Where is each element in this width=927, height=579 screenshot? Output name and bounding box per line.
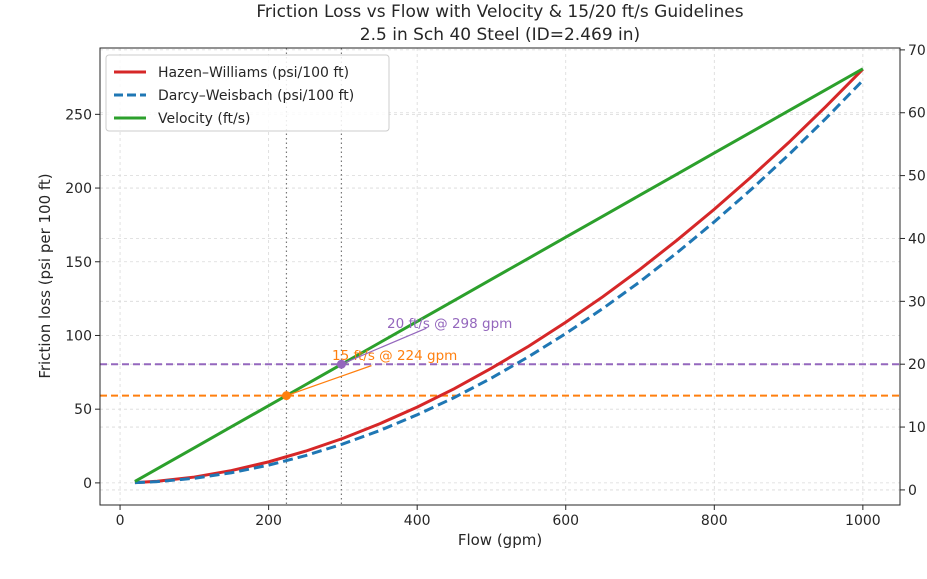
y2-tick-label: 50 — [908, 169, 926, 185]
x-tick-label: 200 — [255, 513, 282, 529]
y-tick-label: 200 — [65, 181, 92, 197]
x-tick-label: 600 — [552, 513, 579, 529]
y-axis-label: Friction loss (psi per 100 ft) — [36, 173, 54, 378]
guideline-marker — [281, 391, 291, 401]
y-tick-label: 100 — [65, 328, 92, 344]
chart-title: Friction Loss vs Flow with Velocity & 15… — [256, 2, 743, 22]
y2-tick-label: 60 — [908, 106, 926, 122]
legend-label: Darcy–Weisbach (psi/100 ft) — [158, 88, 354, 104]
legend: Hazen–Williams (psi/100 ft) Darcy–Weisbac… — [105, 54, 390, 132]
x-tick-label: 800 — [701, 513, 728, 529]
x-tick-label: 400 — [404, 513, 431, 529]
series-line-2 — [134, 67, 864, 483]
chart-subtitle: 2.5 in Sch 40 Steel (ID=2.469 in) — [360, 25, 640, 45]
series-line-1 — [134, 79, 864, 485]
axes: 0 200 400 600 800 1000 0 50 100 150 200 250 0 10 20 30 4… — [65, 43, 926, 529]
x-tick-label: 0 — [116, 513, 125, 529]
y2-tick-label: 0 — [908, 483, 917, 499]
y2-tick-label: 20 — [908, 357, 926, 373]
plot-area: 15 ft/s @ 224 gpm 20 ft/s @ 298 gpm — [100, 48, 900, 505]
y-tick-label: 150 — [65, 255, 92, 271]
y-tick-label: 50 — [74, 402, 92, 418]
x-axis-label: Flow (gpm) — [458, 531, 542, 549]
y2-tick-label: 10 — [908, 420, 926, 436]
y2-tick-label: 40 — [908, 231, 926, 247]
guideline-marker — [336, 359, 346, 369]
y2-tick-label: 30 — [908, 294, 926, 310]
axes-frame — [99, 47, 901, 506]
annotation-label: 15 ft/s @ 224 gpm — [332, 348, 457, 364]
y-tick-label: 0 — [83, 476, 92, 492]
legend-box — [105, 54, 390, 132]
annotation-arrow — [286, 365, 372, 397]
legend-label: Velocity (ft/s) — [158, 111, 250, 127]
annotation-label: 20 ft/s @ 298 gpm — [387, 316, 512, 332]
annotation-arrow — [341, 327, 427, 365]
y-tick-label: 250 — [65, 107, 92, 123]
x-tick-label: 1000 — [845, 513, 881, 529]
y2-tick-label: 70 — [908, 43, 926, 59]
legend-label: Hazen–Williams (psi/100 ft) — [158, 65, 349, 81]
series-line-0 — [134, 68, 864, 485]
